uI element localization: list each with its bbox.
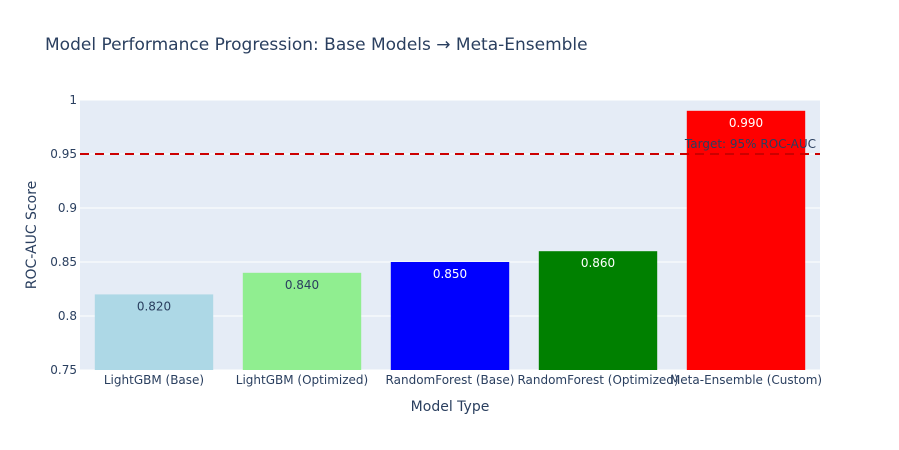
y-tick-label: 1 bbox=[69, 93, 77, 107]
y-tick-label: 0.95 bbox=[50, 147, 77, 161]
bar bbox=[390, 262, 510, 370]
reference-line-label: Target: 95% ROC-AUC bbox=[684, 137, 816, 151]
data-label: 0.840 bbox=[285, 278, 319, 292]
y-tick-label: 0.8 bbox=[58, 309, 77, 323]
x-tick-labels: LightGBM (Base) LightGBM (Optimized) Rando… bbox=[104, 373, 822, 387]
x-axis-title: Model Type bbox=[411, 399, 490, 415]
y-axis-title: ROC-AUC Score bbox=[24, 181, 40, 290]
data-label: 0.990 bbox=[729, 116, 763, 130]
x-tick-label: LightGBM (Optimized) bbox=[236, 373, 368, 387]
y-tick-labels: 0.75 0.8 0.85 0.9 0.95 1 bbox=[50, 93, 77, 377]
y-tick-label: 0.75 bbox=[50, 363, 77, 377]
data-label: 0.860 bbox=[581, 256, 615, 270]
chart-title: Model Performance Progression: Base Mode… bbox=[45, 35, 588, 55]
data-label: 0.850 bbox=[433, 267, 467, 281]
y-tick-label: 0.9 bbox=[58, 201, 77, 215]
data-labels: 0.820 0.840 0.850 0.860 0.990 bbox=[137, 116, 763, 314]
bar bbox=[242, 272, 362, 370]
bar bbox=[538, 251, 658, 370]
x-tick-label: Meta-Ensemble (Custom) bbox=[670, 373, 822, 387]
data-label: 0.820 bbox=[137, 299, 171, 313]
y-tick-label: 0.85 bbox=[50, 255, 77, 269]
x-tick-label: RandomForest (Base) bbox=[386, 373, 515, 387]
reference-line-group: Target: 95% ROC-AUC bbox=[80, 137, 820, 155]
bar bbox=[94, 294, 214, 370]
x-tick-label: LightGBM (Base) bbox=[104, 373, 204, 387]
x-tick-label: RandomForest (Optimized) bbox=[517, 373, 678, 387]
